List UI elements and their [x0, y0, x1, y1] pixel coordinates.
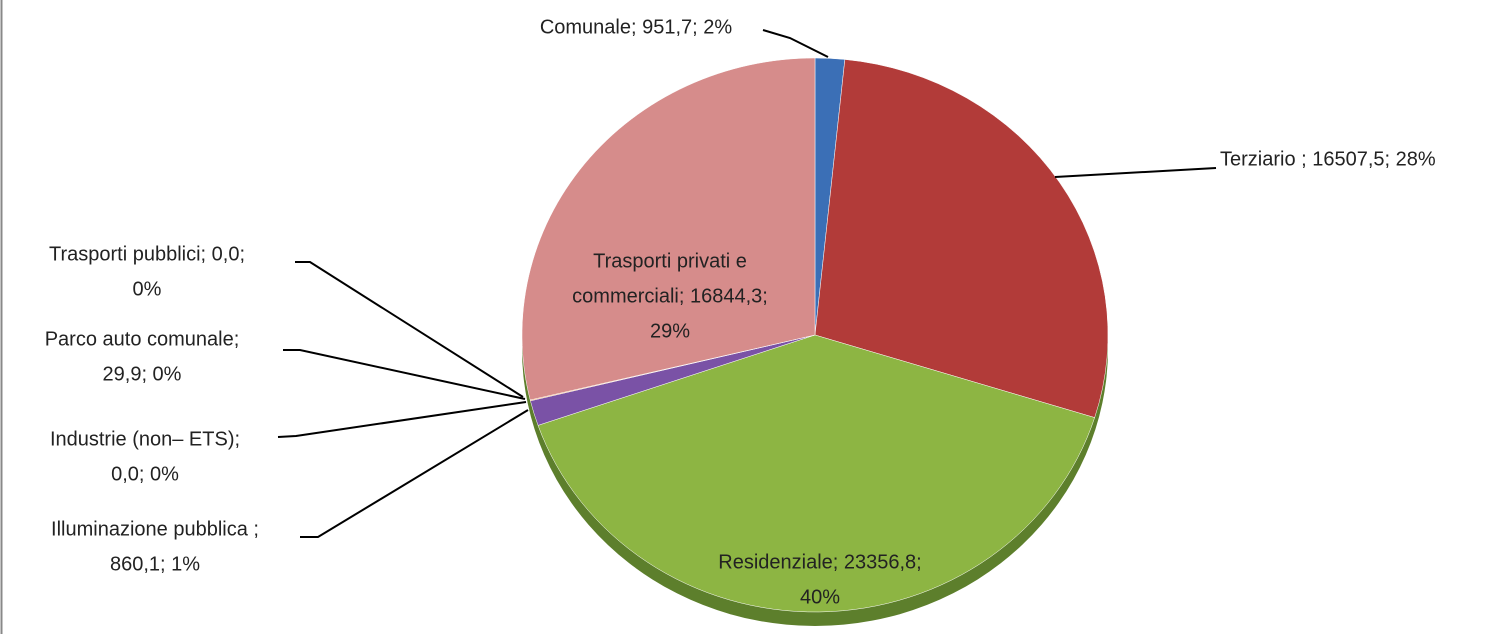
data-label: 0,0; 0%	[111, 463, 179, 485]
leader-line	[277, 401, 527, 438]
data-label: Industrie (non– ETS);	[50, 428, 240, 450]
leader-line	[295, 261, 524, 398]
pie-slice	[521, 57, 816, 401]
data-label: Trasporti pubblici; 0,0;	[49, 243, 245, 265]
leader-line	[762, 29, 829, 58]
leader-line	[300, 409, 529, 538]
data-label: 40%	[800, 586, 840, 608]
pie-slice	[537, 334, 1095, 613]
data-label: 860,1; 1%	[110, 553, 200, 575]
pie-slice	[814, 59, 1109, 418]
leader-line	[283, 349, 526, 400]
data-label: Comunale; 951,7; 2%	[540, 16, 733, 38]
leader-line	[1054, 167, 1217, 178]
data-label: 29%	[650, 320, 690, 342]
data-label: commerciali; 16844,3;	[572, 285, 768, 307]
data-label: 0%	[133, 278, 162, 300]
data-label: Illuminazione pubblica ;	[51, 518, 259, 540]
data-label: Parco auto comunale;	[45, 328, 240, 350]
data-label: Trasporti privati e	[593, 250, 747, 272]
data-label: 29,9; 0%	[103, 363, 182, 385]
data-label: Terziario ; 16507,5; 28%	[1220, 148, 1436, 170]
data-label: Residenziale; 23356,8;	[718, 551, 921, 573]
